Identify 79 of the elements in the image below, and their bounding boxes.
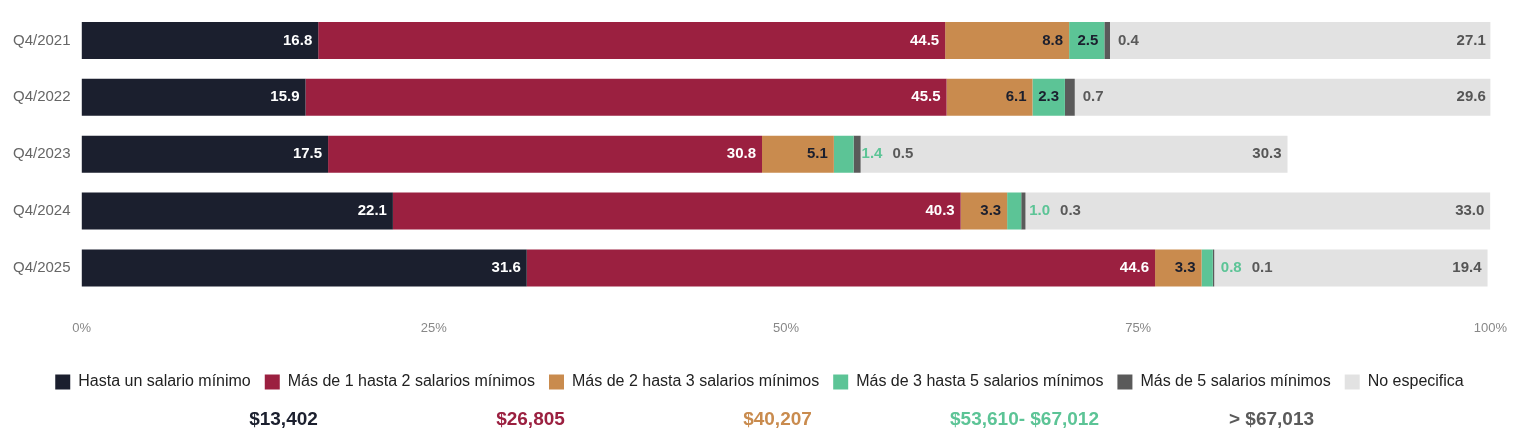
data-label: 15.9 <box>270 87 300 105</box>
data-label: 5.1 <box>807 144 828 162</box>
bar <box>1155 249 1202 287</box>
data-label: 0.7 <box>1082 87 1104 105</box>
x-tick-label: 100% <box>1473 319 1508 335</box>
y-tick-label: Q4/2023 <box>13 144 71 162</box>
y-tick-label: Q4/2025 <box>13 258 71 276</box>
data-label: 2.3 <box>1038 87 1060 105</box>
x-tick-label: 50% <box>772 319 800 335</box>
data-label: 0.1 <box>1251 258 1273 276</box>
bar <box>81 192 393 230</box>
bar <box>1201 249 1213 287</box>
bar <box>81 78 306 116</box>
data-label: 0.4 <box>1117 30 1140 48</box>
bar <box>328 135 763 173</box>
text: > $67,013 <box>1227 408 1316 430</box>
text: $26,805 <box>495 408 566 430</box>
bar <box>960 192 1008 230</box>
bar <box>1021 192 1026 230</box>
legend-label: Más de 5 salarios mínimos <box>1140 372 1331 390</box>
data-label: 44.6 <box>1119 258 1150 276</box>
data-label: 30.8 <box>726 144 757 162</box>
data-label: 44.5 <box>909 30 940 48</box>
data-label: 30.3 <box>1252 144 1282 162</box>
data-label: 40.3 <box>925 201 955 219</box>
legend-label: Más de 3 hasta 5 salarios mínimos <box>856 372 1104 390</box>
data-label: 1.0 <box>1029 201 1051 219</box>
bar <box>318 21 946 59</box>
data-label: 45.5 <box>911 87 941 105</box>
data-label: 19.4 <box>1452 258 1483 276</box>
x-tick-label: 75% <box>1125 319 1152 335</box>
bar <box>1104 21 1110 59</box>
bar <box>946 78 1033 116</box>
bar <box>1007 192 1022 230</box>
data-label: 27.1 <box>1456 30 1486 48</box>
text: $13,402 <box>248 408 319 430</box>
bar <box>1214 249 1488 287</box>
bar <box>853 135 861 173</box>
data-label: 17.5 <box>292 144 323 162</box>
legend-label: Más de 1 hasta 2 salarios mínimos <box>287 372 535 390</box>
bar <box>1074 78 1491 116</box>
bar <box>305 78 947 116</box>
data-label: 2.5 <box>1077 30 1099 48</box>
x-tick-label: 25% <box>420 319 448 335</box>
bar <box>526 249 1156 287</box>
bar <box>945 21 1070 59</box>
data-label: 1.4 <box>861 144 884 162</box>
legend-label: Hasta un salario mínimo <box>78 372 251 390</box>
legend-label: Más de 2 hasta 3 salarios mínimos <box>571 372 820 390</box>
bar <box>860 135 1288 173</box>
data-label: 0.5 <box>892 144 914 162</box>
text: $53,610- $67,012 <box>949 408 1100 430</box>
y-tick-label: Q4/2024 <box>13 201 71 219</box>
y-tick-label: Q4/2022 <box>13 87 71 105</box>
data-label: 16.8 <box>283 30 313 48</box>
bar <box>1025 192 1491 230</box>
data-label: 0.3 <box>1060 201 1081 219</box>
bar <box>1109 21 1491 59</box>
x-tick-label: 0% <box>72 319 92 335</box>
data-label: 3.3 <box>1174 258 1196 276</box>
data-label: 6.1 <box>1005 87 1027 105</box>
data-label: 22.1 <box>357 201 387 219</box>
data-label: 33.0 <box>1455 201 1485 219</box>
bar <box>1069 21 1105 59</box>
bar <box>81 249 527 287</box>
legend-label: No especifica <box>1367 372 1464 390</box>
bar <box>833 135 854 173</box>
bar <box>1064 78 1075 116</box>
bar <box>81 21 319 59</box>
data-label: 8.8 <box>1042 30 1064 48</box>
bar <box>762 135 834 173</box>
y-tick-label: Q4/2021 <box>13 30 71 48</box>
bar <box>392 192 961 230</box>
data-label: 29.6 <box>1456 87 1486 105</box>
data-label: 31.6 <box>491 258 521 276</box>
data-label: 3.3 <box>980 201 1002 219</box>
text: $40,207 <box>742 408 813 430</box>
data-label: 0.8 <box>1220 258 1242 276</box>
bar <box>81 135 329 173</box>
